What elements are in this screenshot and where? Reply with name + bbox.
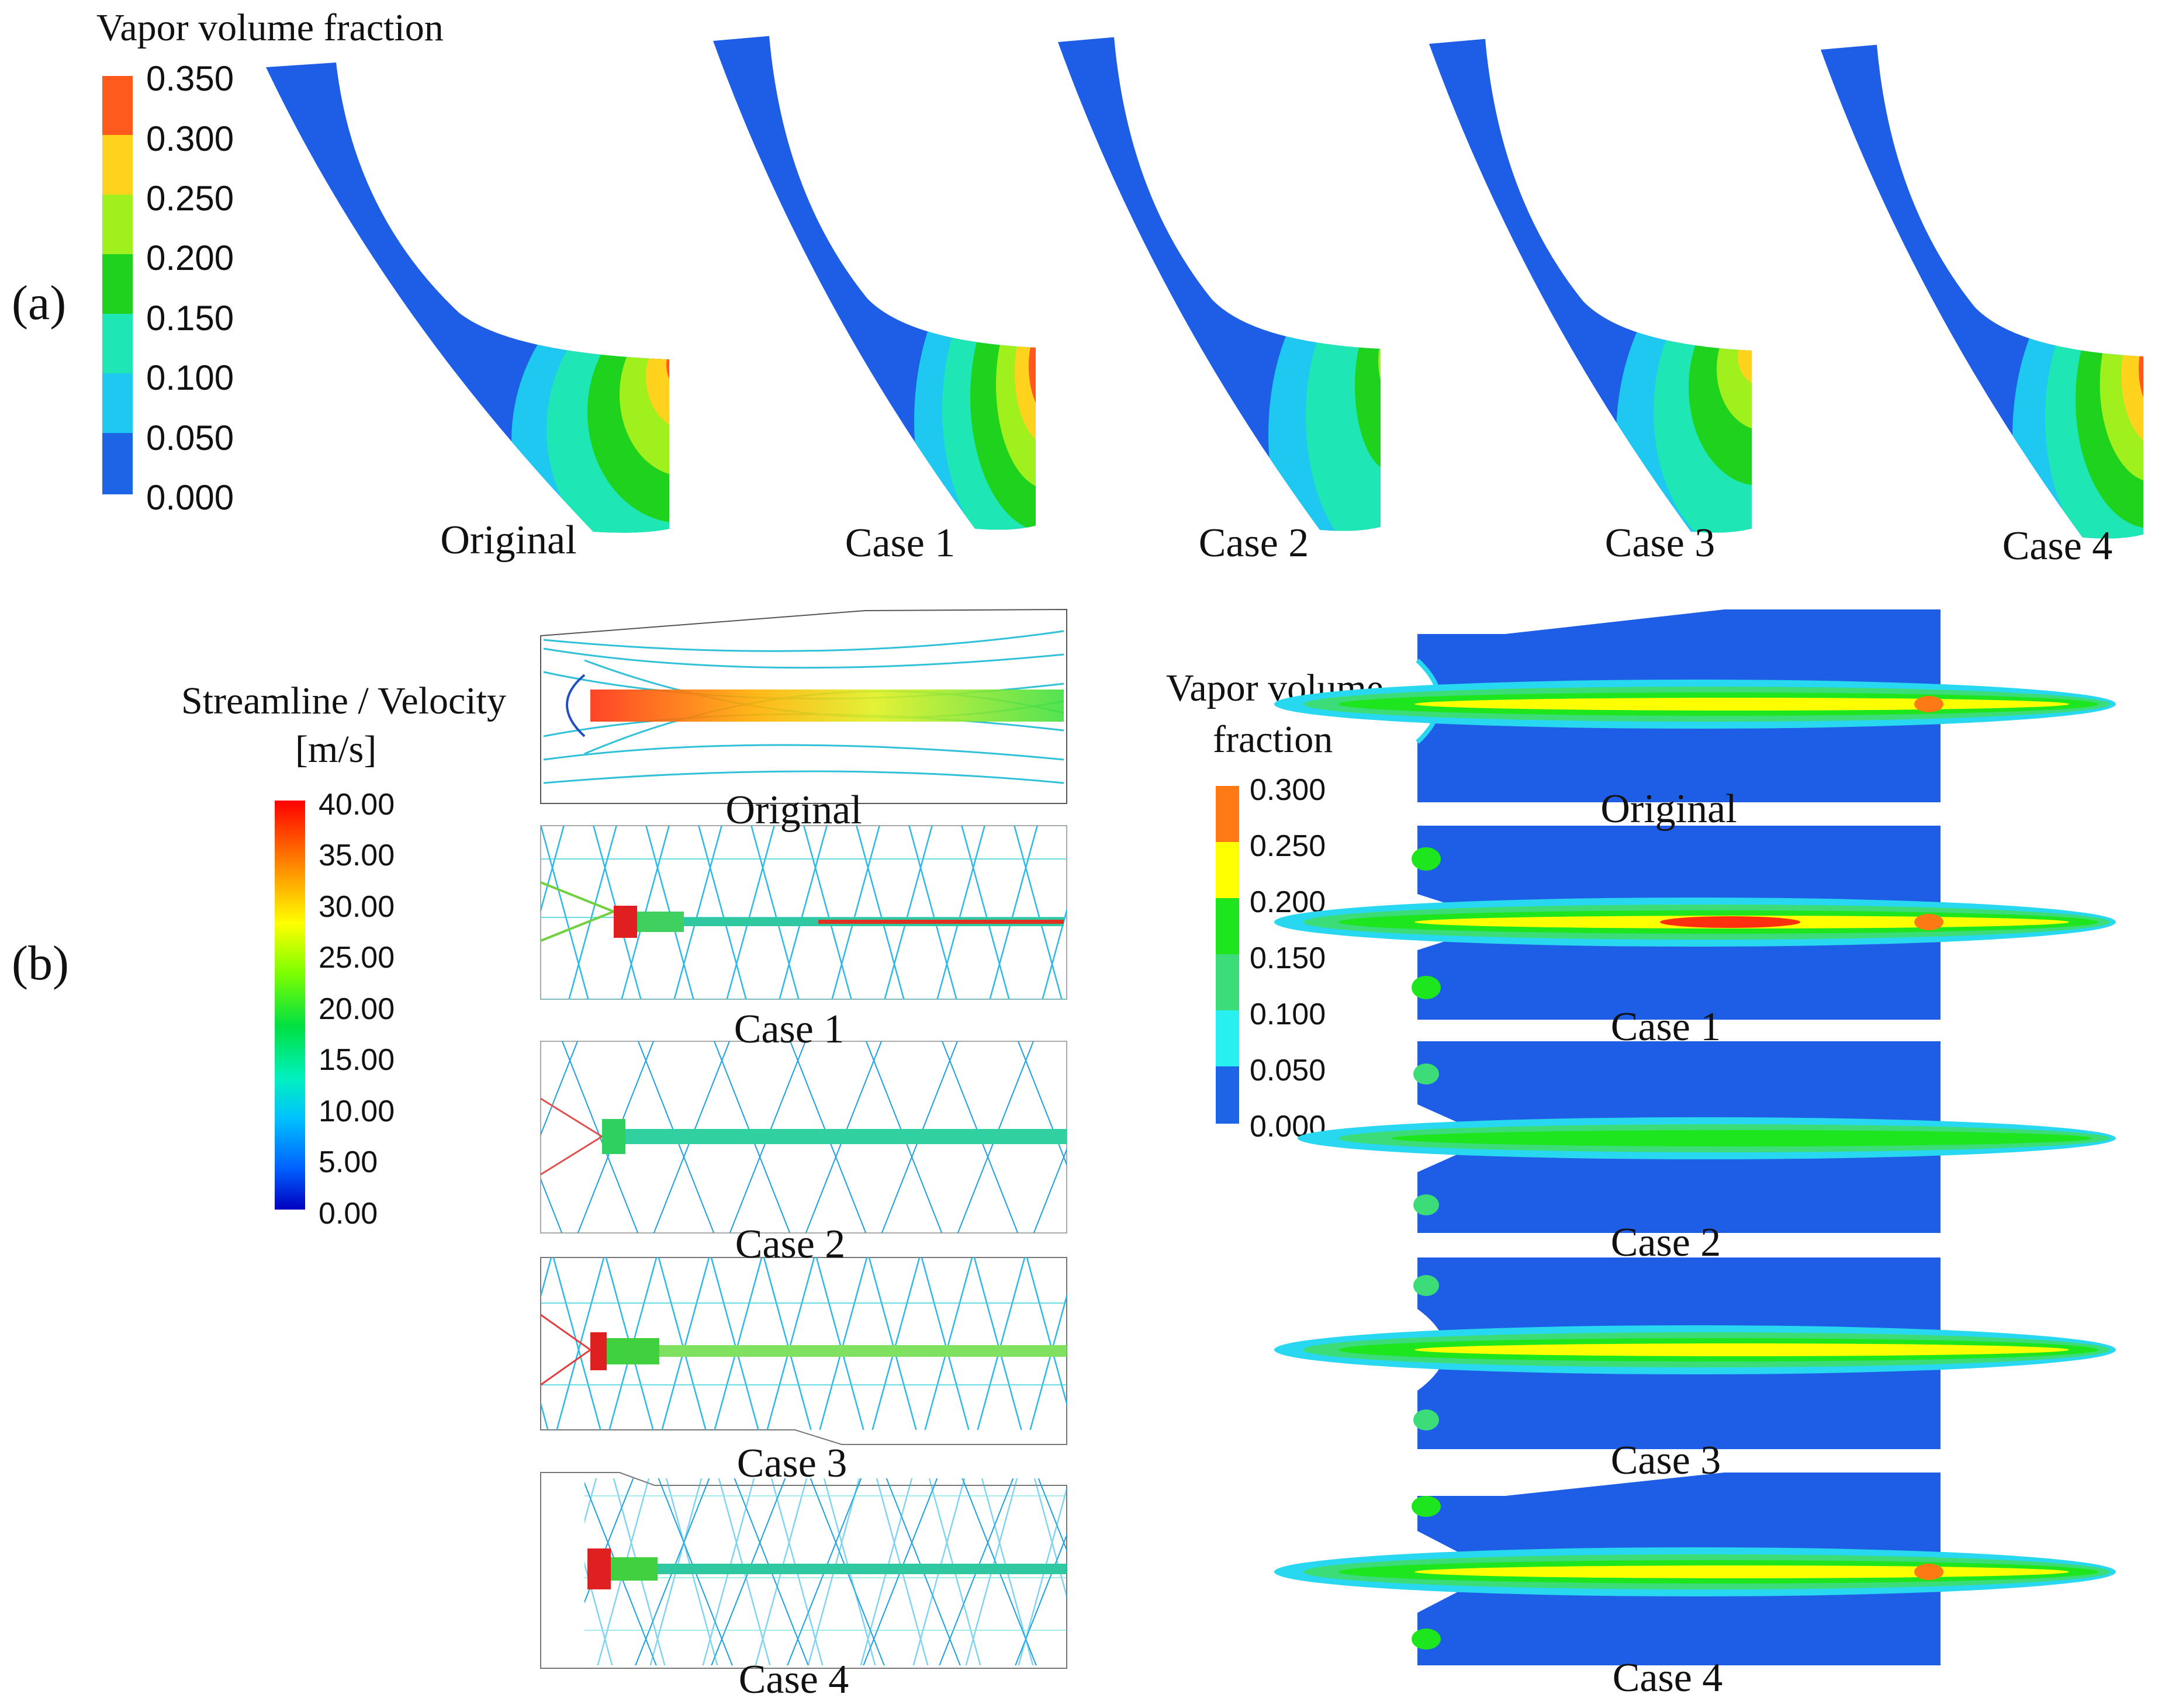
streamline-case-1 [540,825,1067,1000]
velocity-tick: 5.00 [319,1145,378,1179]
velocity-colorbar [275,801,305,1210]
vapor-case-2 [1298,1041,2116,1233]
velocity-tick: 15.00 [319,1043,395,1077]
blade-caption: Original [440,518,577,563]
blade-caption: Case 3 [1604,521,1715,566]
streamline-caption: Case 4 [738,1657,849,1702]
panel-a-legend-title: Vapor volume fraction [96,6,444,49]
panel-a-label: (a) [12,276,67,330]
vapor-tick: 0.250 [1250,829,1326,863]
velocity-tick: 10.00 [319,1094,395,1128]
streamline-caption: Case 2 [735,1222,846,1267]
panel-a-tick: 0.000 [146,478,234,517]
velocity-tick: 0.00 [319,1197,378,1231]
panel-a-tick: 0.150 [146,299,234,338]
streamline-caption: Case 3 [736,1441,848,1486]
vapor-tick: 0.100 [1250,997,1326,1031]
vapor-original [1274,609,2116,802]
blade-caption: Case 4 [2002,524,2113,569]
panel-a-tick: 0.250 [146,179,234,218]
panel-a-colorbar [102,76,133,494]
panel-a-blades [266,36,2144,539]
vapor-tick: 0.150 [1250,941,1326,975]
blade-caption: Case 1 [845,521,956,566]
velocity-tick: 25.00 [319,941,395,975]
vapor-case-1 [1274,826,2116,1020]
vapor-tick: 0.300 [1250,773,1326,807]
vapor-case-3 [1274,1257,2116,1449]
panel-a-tick: 0.200 [146,238,234,278]
blade-caption: Case 2 [1198,521,1309,566]
vapor-caption: Case 1 [1610,1004,1721,1049]
panel-a-tick: 0.050 [146,418,234,458]
panel-b-label: (b) [12,936,69,990]
panel-a-tick: 0.100 [146,358,234,397]
panel-a-tick: 0.350 [146,59,234,98]
vapor-caption: Case 3 [1610,1438,1721,1483]
velocity-legend-unit: [m/s] [295,728,377,771]
vapor-caption: Case 2 [1610,1220,1721,1265]
velocity-tick: 30.00 [319,890,395,924]
panel-a-tick: 0.300 [146,119,234,158]
velocity-tick: 35.00 [319,839,395,872]
velocity-tick: 40.00 [319,788,395,822]
vapor-caption: Original [1600,787,1737,832]
velocity-legend-title: Streamline / Velocity [181,680,507,722]
streamline-original [540,608,1067,804]
streamline-case-3 [540,1257,1067,1445]
vapor-tick: 0.050 [1250,1054,1326,1087]
vapor-legend-subtitle: fraction [1213,718,1333,761]
streamline-case-2 [540,1041,1067,1234]
streamline-case-4 [540,1472,1067,1669]
velocity-tick: 20.00 [319,992,395,1026]
vapor-colorbar [1216,786,1239,1124]
streamline-caption: Case 1 [734,1007,845,1052]
vapor-case-4 [1274,1473,2116,1665]
vapor-caption: Case 4 [1612,1655,1723,1700]
streamline-caption: Original [725,788,862,833]
